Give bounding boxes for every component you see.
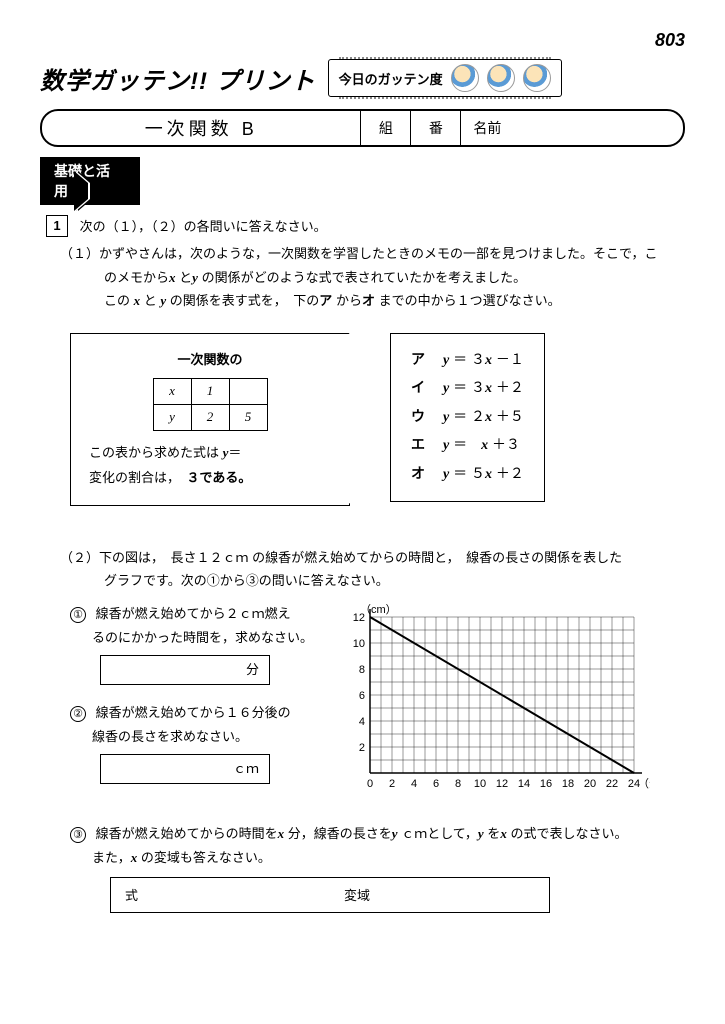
mascot-icon xyxy=(523,64,551,92)
circle-1-icon: ① xyxy=(70,607,86,623)
choice-row: オy ＝ ５x ＋２ xyxy=(411,460,524,489)
class-cell: 組 xyxy=(361,111,411,145)
mascot-icon xyxy=(487,64,515,92)
name-cell: 名前 xyxy=(461,111,683,145)
gatten-meter: 今日のガッテン度 xyxy=(328,59,562,97)
choice-row: アy ＝ ３x －１ xyxy=(411,346,524,375)
q1-panels: 一次関数の x1 y25 この表から求めた式は y＝ 変化の割合は， ３である。… xyxy=(70,333,685,506)
q2-sub2: ② 線香が燃え始めてから１６分後の 線香の長さを求めなさい。 ｃｍ xyxy=(70,701,320,784)
svg-text:14: 14 xyxy=(518,778,530,790)
q2-sub3: ③ 線香が燃え始めてからの時間をx 分，線香の長さをy ｃｍとして，y をx の… xyxy=(70,822,655,913)
q1-intro-text: 次の（１），（２）の各問いに答えなさい。 xyxy=(80,219,327,234)
q2-left: ① 線香が燃え始めてから２ｃｍ燃え るのにかかった時間を，求めなさい。 分 ② … xyxy=(70,602,320,800)
svg-text:16: 16 xyxy=(540,778,552,790)
memo-title: 一次関数の xyxy=(89,348,331,373)
svg-text:6: 6 xyxy=(359,690,365,702)
svg-text:（分）: （分） xyxy=(638,777,650,790)
eq-label: 式 xyxy=(111,878,330,912)
page-number: 803 xyxy=(40,30,685,51)
choice-row: ウy ＝ ２x ＋５ xyxy=(411,403,524,432)
main-title: 数学ガッテン!! プリント xyxy=(40,61,316,96)
svg-text:0: 0 xyxy=(367,778,373,790)
memo-line1: この表から求めた式は y＝ xyxy=(89,441,331,466)
svg-text:12: 12 xyxy=(496,778,508,790)
svg-text:2: 2 xyxy=(359,742,365,754)
svg-text:6: 6 xyxy=(433,778,439,790)
q1-2: （２）下の図は， 長さ１２ｃｍ の線香が燃え始めてからの時間と， 線香の長さの関… xyxy=(60,546,685,593)
svg-text:（cm）: （cm） xyxy=(360,603,397,616)
q1-1: （１）かずやさんは，次のような，一次関数を学習したときのメモの一部を見つけました… xyxy=(60,242,685,312)
header: 数学ガッテン!! プリント 今日のガッテン度 xyxy=(40,59,685,97)
svg-text:18: 18 xyxy=(562,778,574,790)
q2-sub1: ① 線香が燃え始めてから２ｃｍ燃え るのにかかった時間を，求めなさい。 分 xyxy=(70,602,320,685)
choice-row: イy ＝ ３x ＋２ xyxy=(411,374,524,403)
circle-2-icon: ② xyxy=(70,706,86,722)
q2-area: ① 線香が燃え始めてから２ｃｍ燃え るのにかかった時間を，求めなさい。 分 ② … xyxy=(70,602,685,802)
number-cell: 番 xyxy=(411,111,461,145)
svg-text:8: 8 xyxy=(455,778,461,790)
circle-3-icon: ③ xyxy=(70,827,86,843)
svg-text:4: 4 xyxy=(359,716,365,728)
domain-label: 変域 xyxy=(330,878,549,912)
line-chart: 24681012024681012141618202224（cm）（分） xyxy=(340,602,650,802)
svg-text:2: 2 xyxy=(389,778,395,790)
gatten-label: 今日のガッテン度 xyxy=(339,69,443,88)
content: 1 次の（１），（２）の各問いに答えなさい。 （１）かずやさんは，次のような，一… xyxy=(40,215,685,913)
answer-box-1[interactable]: 分 xyxy=(100,655,270,685)
svg-text:8: 8 xyxy=(359,664,365,676)
mascot-icon xyxy=(451,64,479,92)
topic-cell: 一次関数 B xyxy=(42,111,361,145)
section-tab: 基礎と活用 xyxy=(40,157,140,205)
memo-line2: 変化の割合は， ３である。 xyxy=(89,466,331,491)
q1-intro: 1 次の（１），（２）の各問いに答えなさい。 xyxy=(46,215,685,238)
memo-table: x1 y25 xyxy=(153,378,268,431)
memo-box: 一次関数の x1 y25 この表から求めた式は y＝ 変化の割合は， ３である。 xyxy=(70,333,350,506)
choice-row: エy ＝ x ＋３ xyxy=(411,431,524,460)
svg-text:22: 22 xyxy=(606,778,618,790)
svg-text:20: 20 xyxy=(584,778,596,790)
svg-text:10: 10 xyxy=(353,638,365,650)
answer-box-3[interactable]: 式 変域 xyxy=(110,877,550,913)
choice-box: アy ＝ ３x －１イy ＝ ３x ＋２ウy ＝ ２x ＋５エy ＝ x ＋３オ… xyxy=(390,333,545,502)
svg-text:10: 10 xyxy=(474,778,486,790)
answer-box-2[interactable]: ｃｍ xyxy=(100,754,270,784)
question-number-box: 1 xyxy=(46,215,68,237)
svg-text:4: 4 xyxy=(411,778,417,790)
info-row: 一次関数 B 組 番 名前 xyxy=(40,109,685,147)
